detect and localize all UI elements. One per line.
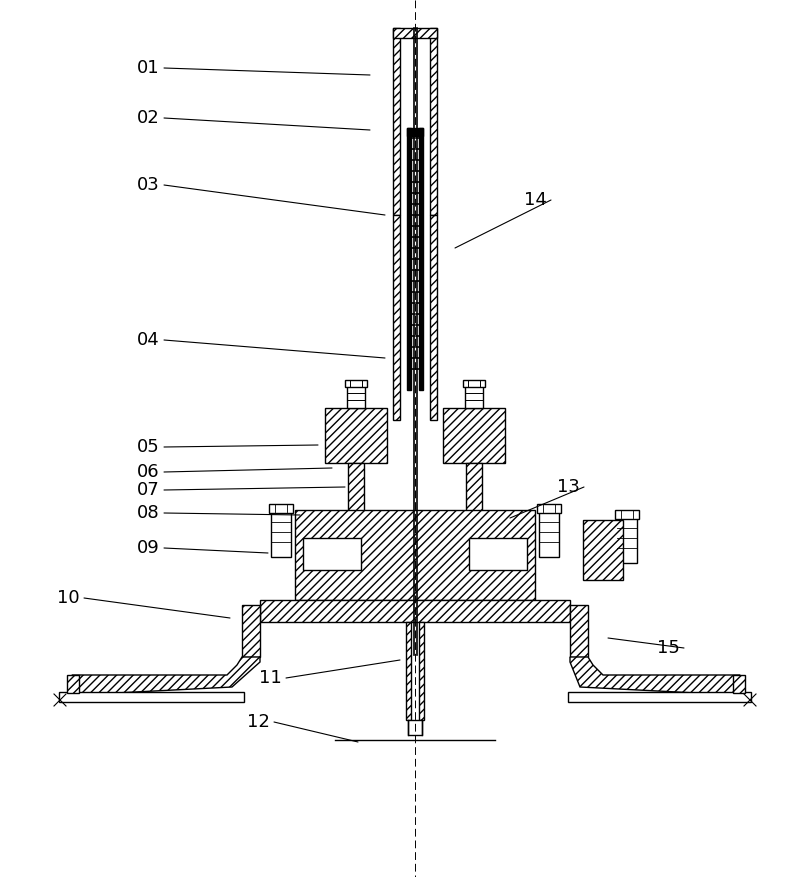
- Bar: [59, 692, 244, 702]
- Bar: [463, 380, 485, 387]
- Bar: [537, 504, 561, 513]
- Bar: [408, 720, 422, 735]
- Text: 13: 13: [557, 478, 579, 496]
- Text: 01: 01: [137, 59, 159, 77]
- Bar: [303, 538, 361, 570]
- Bar: [393, 215, 400, 420]
- Bar: [568, 692, 751, 702]
- Bar: [325, 408, 387, 463]
- Text: 05: 05: [137, 438, 159, 456]
- Bar: [419, 128, 423, 390]
- Text: 08: 08: [137, 504, 159, 522]
- Text: 04: 04: [137, 331, 159, 349]
- Text: 09: 09: [137, 539, 159, 557]
- Bar: [469, 538, 527, 570]
- Bar: [617, 518, 637, 563]
- Bar: [466, 463, 482, 530]
- Bar: [407, 128, 411, 390]
- Bar: [393, 28, 437, 38]
- Bar: [570, 605, 588, 657]
- Bar: [393, 28, 400, 215]
- Bar: [347, 386, 365, 408]
- Text: 07: 07: [137, 481, 159, 499]
- Bar: [295, 510, 535, 600]
- Bar: [269, 504, 293, 513]
- Text: 03: 03: [137, 176, 159, 194]
- Bar: [583, 520, 623, 580]
- Bar: [430, 28, 437, 215]
- Bar: [419, 622, 424, 720]
- Bar: [615, 510, 639, 519]
- Text: 10: 10: [57, 589, 79, 607]
- Bar: [406, 622, 411, 720]
- Bar: [465, 386, 483, 408]
- Bar: [348, 463, 364, 530]
- Bar: [345, 380, 367, 387]
- Text: 15: 15: [657, 639, 679, 657]
- Bar: [260, 600, 570, 622]
- Bar: [271, 512, 291, 557]
- Bar: [242, 605, 260, 657]
- Bar: [733, 675, 745, 693]
- Polygon shape: [570, 657, 740, 695]
- Text: 06: 06: [137, 463, 159, 481]
- Bar: [67, 675, 79, 693]
- Bar: [407, 128, 423, 136]
- Bar: [443, 408, 505, 463]
- Text: 02: 02: [137, 109, 159, 127]
- Bar: [539, 512, 559, 557]
- Text: 14: 14: [523, 191, 546, 209]
- Bar: [430, 215, 437, 420]
- Text: 11: 11: [258, 669, 282, 687]
- Text: 12: 12: [246, 713, 270, 731]
- Polygon shape: [72, 657, 260, 695]
